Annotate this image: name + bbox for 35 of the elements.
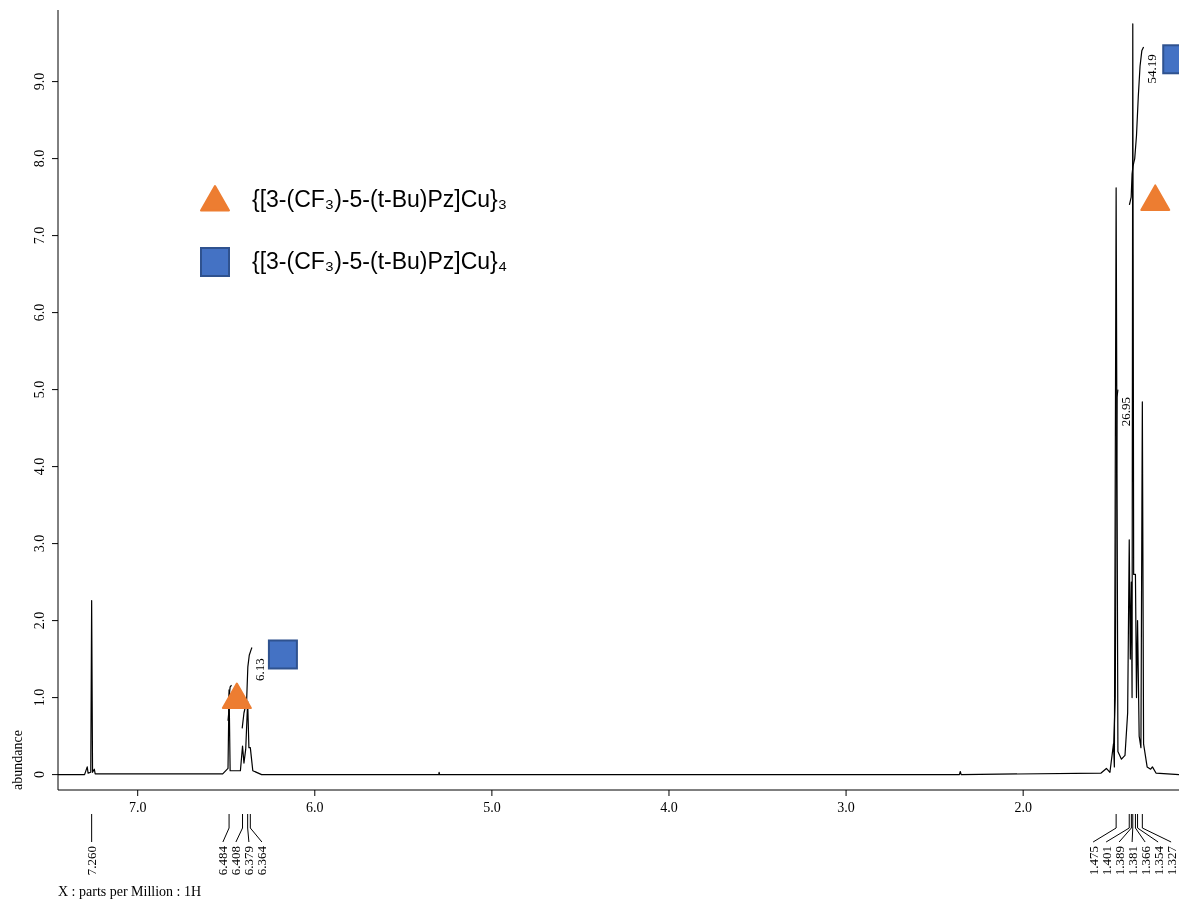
y-axis-title: abundance bbox=[10, 730, 25, 790]
x-tick-label: 6.0 bbox=[306, 800, 324, 815]
annotation: 6.13 bbox=[252, 658, 268, 681]
y-tick-label: 2.0 bbox=[32, 611, 47, 630]
annotation: 1.354 bbox=[1150, 845, 1166, 876]
x-tick-label: 3.0 bbox=[837, 800, 855, 815]
x-tick-label: 2.0 bbox=[1014, 800, 1032, 815]
annotation: 1.327 bbox=[1163, 845, 1179, 876]
annotation: 6.364 bbox=[254, 845, 270, 876]
y-tick-label: 1.0 bbox=[32, 688, 47, 707]
y-tick-label: 3.0 bbox=[32, 534, 47, 553]
x-tick-label: 4.0 bbox=[660, 800, 678, 815]
annotation: 1.366 bbox=[1137, 845, 1153, 876]
legend-label: {[3-(CF₃)-5-(t-Bu)Pz]Cu}₃ bbox=[252, 185, 508, 213]
y-tick-label: 8.0 bbox=[32, 149, 47, 168]
annotation: 1.381 bbox=[1124, 846, 1140, 876]
annotation: 1.389 bbox=[1111, 846, 1127, 876]
annotation: 6.408 bbox=[228, 846, 244, 876]
annotation: 1.401 bbox=[1098, 846, 1114, 876]
annotation: 7.260 bbox=[84, 846, 100, 876]
annotation: 1.475 bbox=[1085, 846, 1101, 876]
y-tick-label: 0 bbox=[32, 771, 47, 779]
annotation: 26.95 bbox=[1118, 396, 1134, 427]
annotation: 6.379 bbox=[241, 846, 257, 876]
y-tick-label: 9.0 bbox=[32, 72, 47, 91]
y-tick-label: 5.0 bbox=[32, 380, 47, 399]
annotation: 6.484 bbox=[215, 845, 231, 876]
y-tick-label: 4.0 bbox=[32, 457, 47, 476]
y-tick-label: 6.0 bbox=[32, 303, 47, 322]
x-tick-label: 5.0 bbox=[483, 800, 501, 815]
x-tick-label: 7.0 bbox=[128, 800, 147, 815]
x-axis-title: X : parts per Million : 1H bbox=[58, 884, 202, 899]
y-tick-label: 7.0 bbox=[32, 226, 47, 245]
annotation: 54.19 bbox=[1144, 54, 1160, 84]
legend-label: {[3-(CF₃)-5-(t-Bu)Pz]Cu}₄ bbox=[252, 247, 508, 275]
